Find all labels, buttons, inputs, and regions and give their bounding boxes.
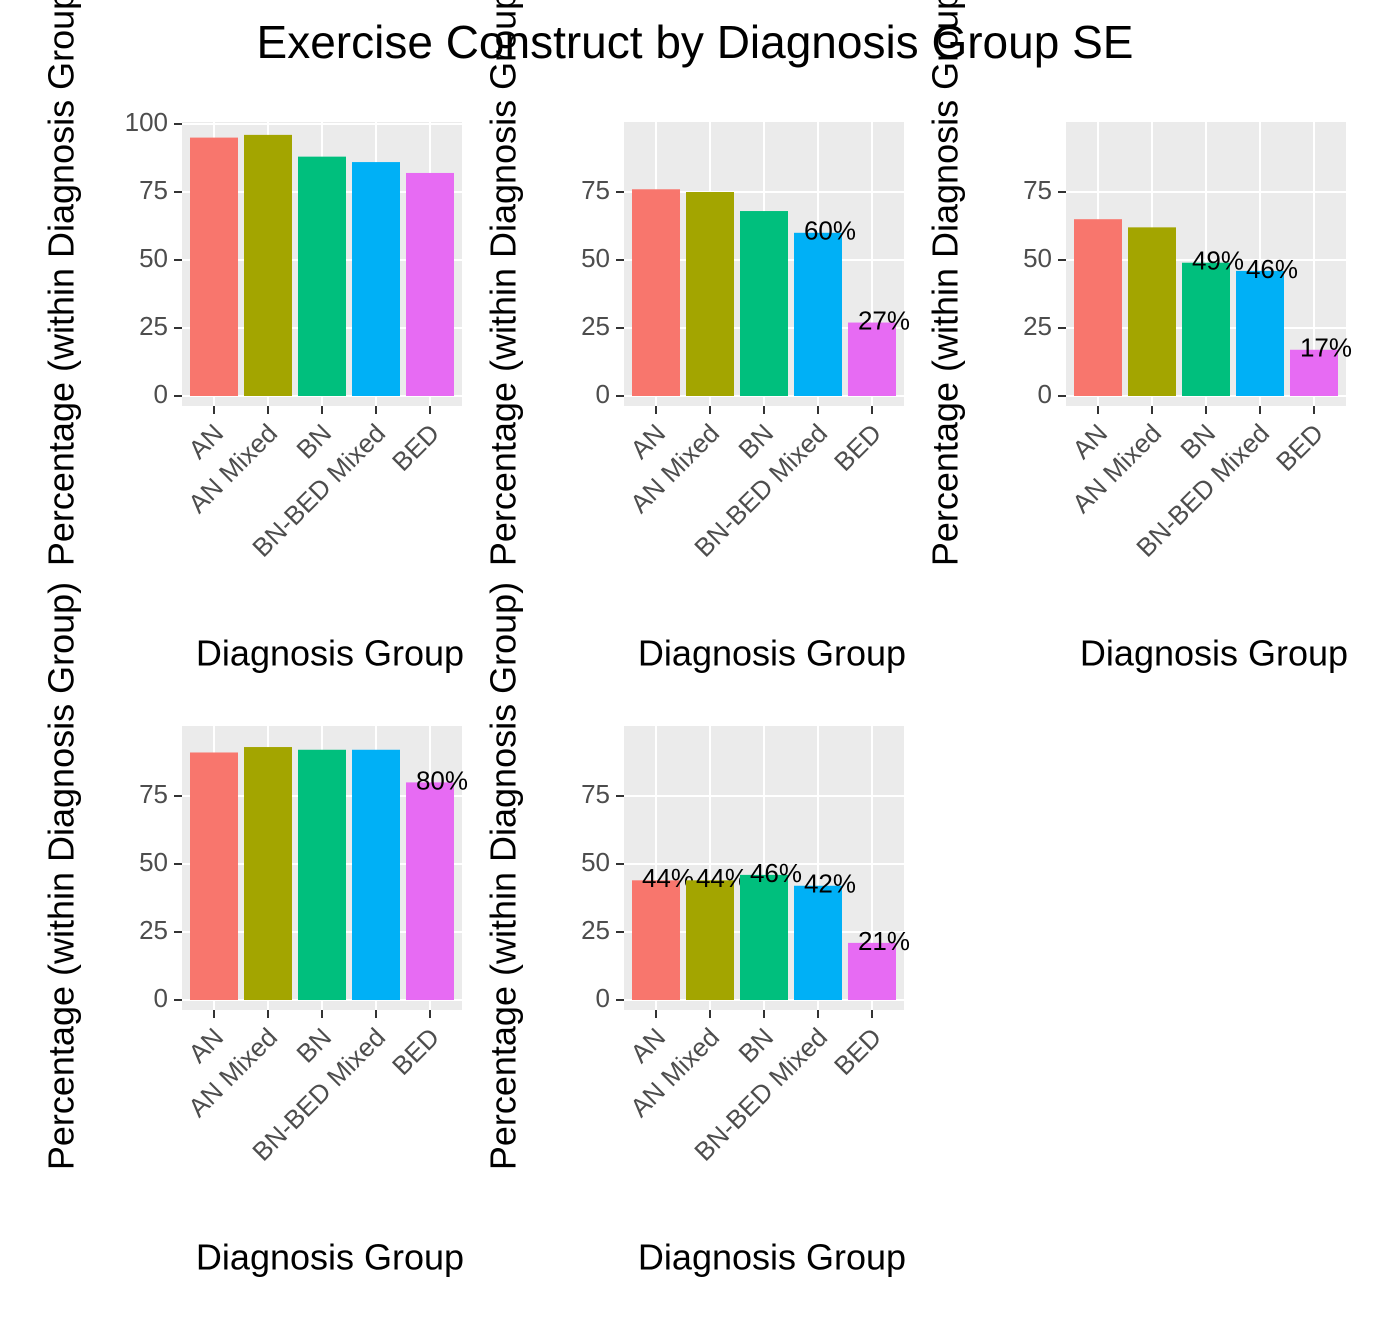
bar bbox=[794, 885, 842, 1000]
y-tick-label: 25 bbox=[581, 311, 610, 341]
y-tick-label: 75 bbox=[581, 779, 610, 809]
bar bbox=[244, 134, 292, 396]
y-tick-label: 75 bbox=[1023, 175, 1052, 205]
x-axis-title: Diagnosis Group bbox=[1080, 633, 1348, 674]
value-label: 27% bbox=[858, 305, 910, 335]
bar bbox=[686, 192, 734, 396]
x-tick-label: BED bbox=[828, 1022, 887, 1081]
y-tick-label: 50 bbox=[581, 847, 610, 877]
bar bbox=[190, 137, 238, 396]
bar bbox=[632, 880, 680, 1000]
y-tick-label: 50 bbox=[1023, 243, 1052, 273]
y-tick-label: 0 bbox=[596, 379, 610, 409]
bar bbox=[794, 232, 842, 396]
value-label: 17% bbox=[1300, 333, 1352, 363]
x-tick-label: BED bbox=[1270, 418, 1329, 477]
y-tick-label: 50 bbox=[139, 847, 168, 877]
y-tick-label: 25 bbox=[139, 915, 168, 945]
value-label: 80% bbox=[416, 765, 468, 795]
bar bbox=[352, 749, 400, 1000]
x-tick-label: BED bbox=[386, 418, 445, 477]
x-axis-title: Diagnosis Group bbox=[196, 1237, 464, 1278]
y-tick-label: 0 bbox=[154, 379, 168, 409]
y-axis-title: Percentage (within Diagnosis Group) bbox=[483, 582, 524, 1170]
y-tick-label: 50 bbox=[139, 243, 168, 273]
y-tick-label: 25 bbox=[1023, 311, 1052, 341]
x-axis-title: Diagnosis Group bbox=[638, 1237, 906, 1278]
bar bbox=[848, 942, 896, 1000]
x-tick-label: BED bbox=[386, 1022, 445, 1081]
bar bbox=[1290, 349, 1338, 396]
x-axis-title: Diagnosis Group bbox=[638, 633, 906, 674]
bar bbox=[1074, 219, 1122, 396]
value-label: 44% bbox=[696, 863, 748, 893]
bar bbox=[1182, 262, 1230, 396]
bar bbox=[1128, 227, 1176, 396]
value-label: 42% bbox=[804, 869, 856, 899]
bar bbox=[1236, 270, 1284, 396]
x-tick-label: BED bbox=[828, 418, 887, 477]
bar bbox=[190, 752, 238, 1000]
y-tick-label: 0 bbox=[154, 983, 168, 1013]
value-label: 21% bbox=[858, 926, 910, 956]
y-axis-title: Percentage (within Diagnosis Group) bbox=[41, 582, 82, 1170]
bar bbox=[686, 880, 734, 1000]
y-tick-label: 75 bbox=[581, 175, 610, 205]
bar bbox=[632, 189, 680, 396]
x-axis-title: Diagnosis Group bbox=[196, 633, 464, 674]
bar bbox=[406, 172, 454, 396]
chart-title: Exercise Construct by Diagnosis Group SE bbox=[257, 16, 1134, 68]
y-axis-title: Percentage (within Diagnosis Group) bbox=[925, 0, 966, 566]
bar bbox=[740, 874, 788, 1000]
y-tick-label: 75 bbox=[139, 175, 168, 205]
y-tick-label: 75 bbox=[139, 779, 168, 809]
value-label: 49% bbox=[1192, 246, 1244, 276]
y-tick-label: 50 bbox=[581, 243, 610, 273]
value-label: 46% bbox=[1246, 254, 1298, 284]
y-axis-title: Percentage (within Diagnosis Group) bbox=[483, 0, 524, 566]
y-tick-label: 0 bbox=[1038, 379, 1052, 409]
y-tick-label: 0 bbox=[596, 983, 610, 1013]
bar bbox=[298, 156, 346, 396]
y-tick-label: 25 bbox=[139, 311, 168, 341]
bar bbox=[298, 749, 346, 1000]
value-label: 46% bbox=[750, 858, 802, 888]
y-tick-label: 25 bbox=[581, 915, 610, 945]
bar bbox=[740, 211, 788, 396]
value-label: 44% bbox=[642, 863, 694, 893]
bar bbox=[848, 322, 896, 396]
bar bbox=[406, 782, 454, 1000]
value-label: 60% bbox=[804, 216, 856, 246]
bar bbox=[352, 162, 400, 396]
bar bbox=[244, 747, 292, 1000]
y-axis-title: Percentage (within Diagnosis Group) bbox=[41, 0, 82, 566]
y-tick-label: 100 bbox=[125, 107, 168, 137]
